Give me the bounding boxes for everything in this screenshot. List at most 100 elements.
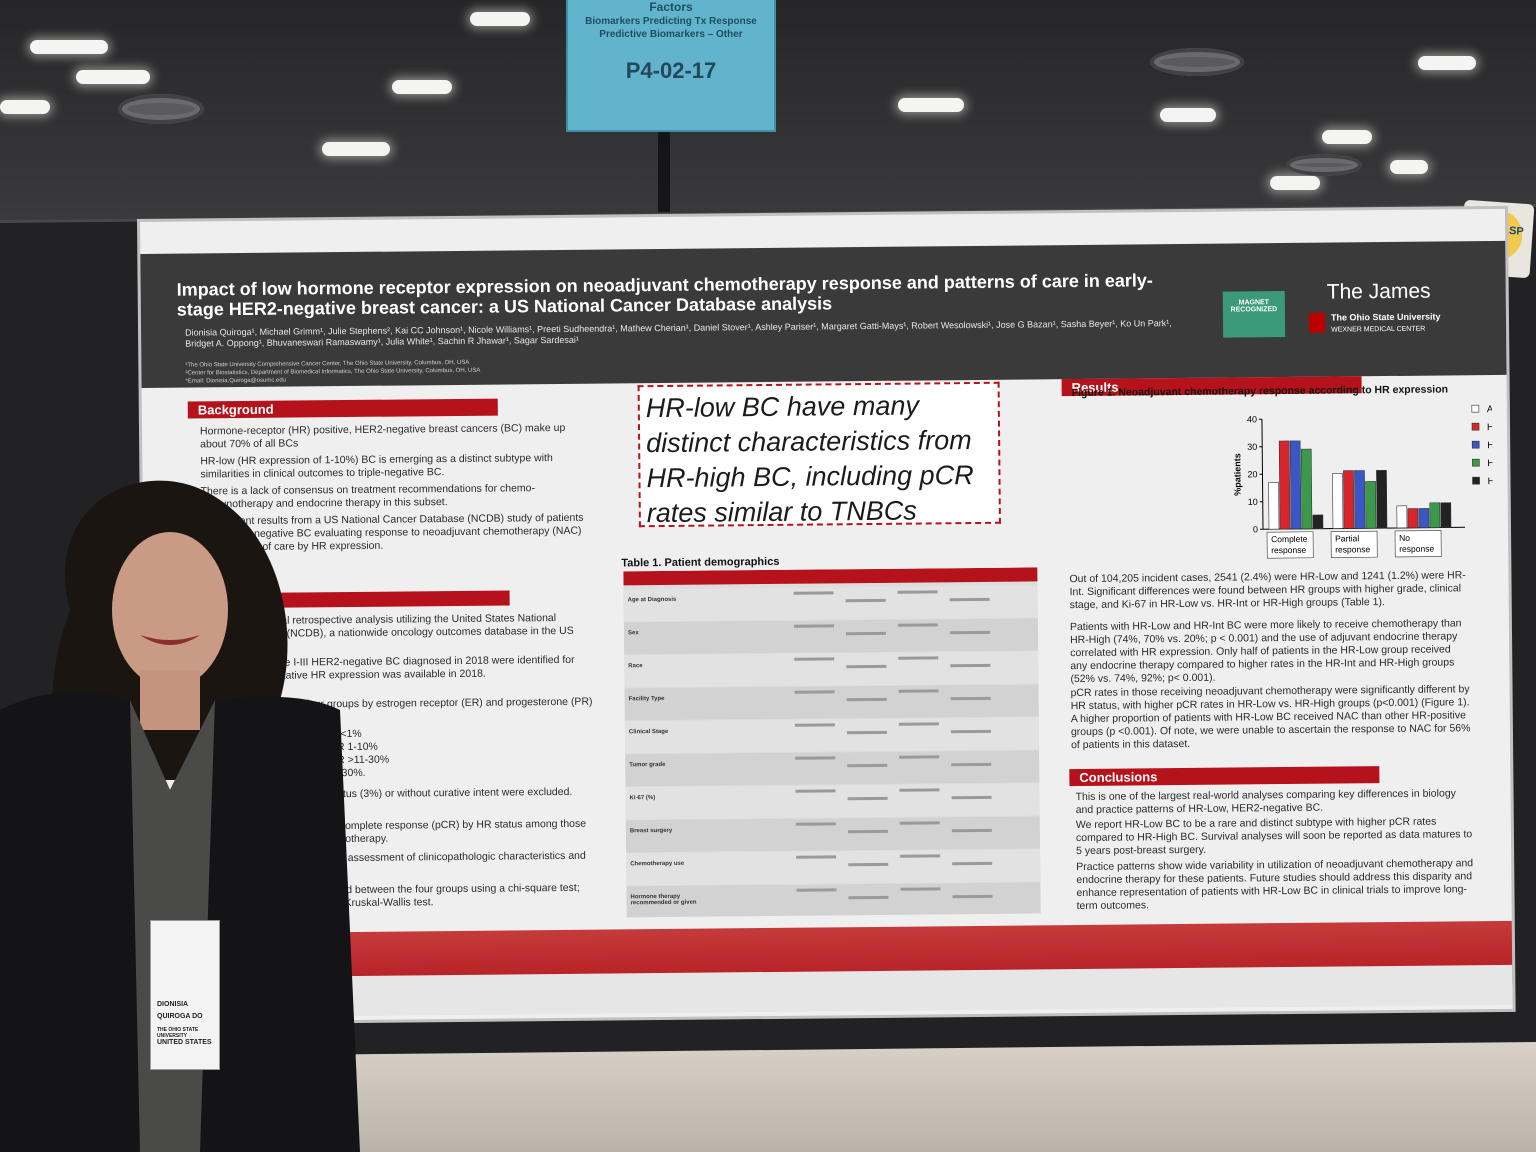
bar-hr-high <box>1376 469 1388 529</box>
magnet-logo: MAGNET RECOGNIZED <box>1222 291 1286 338</box>
table-cell-text <box>950 696 991 701</box>
badge-country: UNITED STATES <box>157 1039 212 1046</box>
poster-header: Impact of low hormone receptor expressio… <box>140 240 1507 388</box>
ceiling-light <box>322 142 390 156</box>
table-cell-text <box>796 855 837 859</box>
conclusions-bullet: Practice patterns show wide variability … <box>1076 857 1474 913</box>
table-cell-text <box>847 829 888 834</box>
table-row: Tumor grade <box>625 750 1040 787</box>
table-title: Table 1. Patient demographics <box>621 555 780 570</box>
table-row-label: Age at Diagnosis <box>627 596 677 604</box>
bar-hr-high <box>1312 514 1324 530</box>
table-cell-text <box>952 894 993 899</box>
background-bullet: Hormone-receptor (HR) positive, HER2-neg… <box>199 421 566 451</box>
table-cell-text <box>950 729 991 734</box>
ceiling-light <box>470 12 530 26</box>
results-bullet: Patients with HR-Low and HR-Int BC were … <box>1069 617 1462 686</box>
presenter-face <box>112 532 228 688</box>
table-cell-text <box>848 862 889 867</box>
ceiling-light <box>30 40 108 54</box>
y-tick-label: 20 <box>1247 469 1257 479</box>
table-cell-text <box>899 755 940 759</box>
table-row: Race <box>624 651 1039 688</box>
legend-swatch <box>1472 458 1480 467</box>
ceiling-light <box>898 98 964 112</box>
table-cell-text <box>845 631 886 636</box>
poster-code: P4-02-17 <box>625 58 717 83</box>
legend-swatch <box>1471 422 1480 431</box>
table-row-label: Facility Type <box>628 695 665 703</box>
category-label-box <box>1394 530 1442 558</box>
legend-swatch <box>1472 476 1480 485</box>
table-row-label: Breast surgery <box>629 827 673 835</box>
table-cell-text <box>794 657 835 661</box>
y-tick-label: 10 <box>1248 497 1258 507</box>
ceiling-vent <box>1150 48 1244 76</box>
table-cell-text <box>847 796 888 801</box>
conclusions-bullet: We report HR-Low BC to be a rare and dis… <box>1075 815 1473 858</box>
table-row-label: Ki-67 (%) <box>629 795 656 802</box>
x-tick-label: Partial <box>1335 533 1359 543</box>
table-cell-text <box>845 598 886 603</box>
table-cell-text <box>899 788 940 792</box>
bar-hr-int <box>1300 448 1313 530</box>
sign-subcategory: Biomarkers Predicting Tx Response <box>585 16 757 27</box>
table-cell-text <box>795 822 836 826</box>
category-label-box <box>1330 530 1378 558</box>
bar-hr-neg <box>1278 440 1291 530</box>
results-bullet: Out of 104,205 incident cases, 2541 (2.4… <box>1069 569 1466 612</box>
bar-all-patients <box>1268 482 1280 530</box>
poster-title: Impact of low hormone receptor expressio… <box>176 270 1153 320</box>
presenter-smile <box>140 635 200 645</box>
table-cell-text <box>950 663 991 668</box>
table-cell-text <box>794 690 835 694</box>
name-badge: DIONISIA QUIROGA DO THE OHIO STATE UNIVE… <box>150 920 220 1070</box>
table-cell-text <box>847 763 888 768</box>
legend-label: HR-Low <box>1487 440 1493 451</box>
ceiling-light <box>76 70 150 84</box>
table-cell-text <box>898 656 939 660</box>
x-tick-label: No <box>1399 533 1410 543</box>
table-row-label: Chemotherapy use <box>630 860 685 868</box>
table-cell-text <box>795 789 836 793</box>
ceiling-light <box>1322 130 1372 144</box>
bar-hr-neg <box>1343 470 1355 529</box>
category-label-box <box>1266 531 1314 559</box>
bar-all-patients <box>1396 505 1408 529</box>
y-axis-label: %patients <box>1232 453 1242 496</box>
table-cell-text <box>846 730 887 735</box>
table-row-label: Clinical Stage <box>628 728 669 736</box>
table-cell-text <box>897 590 938 594</box>
table-cell-text <box>898 722 939 726</box>
table-row: Clinical Stage <box>624 717 1040 754</box>
table-row: Chemotherapy use <box>626 849 1041 886</box>
bar-hr-int <box>1429 502 1441 528</box>
bar-hr-int <box>1365 481 1377 529</box>
presenter-neck <box>140 670 200 730</box>
table-row-label: Race <box>628 663 643 670</box>
table-cell-text <box>795 756 836 760</box>
y-tick-label: 40 <box>1247 414 1257 424</box>
table-row-label: Hormone therapy recommended or given <box>630 893 697 907</box>
table-cell-text <box>900 887 941 891</box>
table-cell-text <box>793 624 834 628</box>
badge-name-first: DIONISIA <box>157 1001 189 1008</box>
ceiling-vent <box>1286 154 1362 176</box>
table-cell-text <box>846 697 887 702</box>
table-row: Sex <box>623 618 1039 655</box>
table-cell-text <box>949 597 990 602</box>
table-row: Breast surgery <box>625 816 1041 853</box>
table-row: Facility Type <box>624 684 1039 721</box>
table-cell-text <box>898 689 939 693</box>
table-header-row <box>623 567 1038 586</box>
ceiling-light <box>1390 160 1428 174</box>
legend-label: All patients <box>1487 404 1494 415</box>
sign-topic: Predictive Biomarkers – Other <box>599 29 743 40</box>
wexner-logo-text: WEXNER MEDICAL CENTER <box>1331 325 1426 334</box>
ceiling-light <box>1160 108 1216 122</box>
table-cell-text <box>897 623 938 627</box>
table-cell-text <box>794 723 835 727</box>
legend-label: HR-High <box>1488 476 1494 487</box>
session-sign: Factors Biomarkers Predicting Tx Respons… <box>566 0 776 132</box>
x-tick-label: response <box>1335 544 1370 554</box>
